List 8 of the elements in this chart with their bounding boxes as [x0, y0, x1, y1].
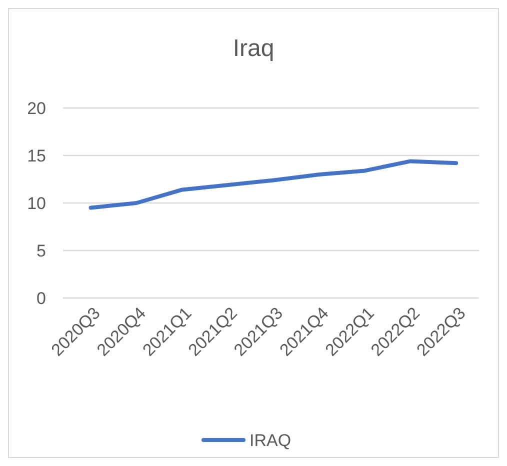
y-tick-label: 15: [27, 146, 46, 166]
y-tick-label: 10: [27, 194, 46, 213]
y-tick-label: 5: [36, 241, 46, 260]
chart-title: Iraq: [232, 35, 274, 62]
legend-label: IRAQ: [250, 430, 292, 450]
y-tick-label: 20: [27, 98, 46, 118]
y-tick-label: 0: [36, 288, 46, 308]
line-series: [88, 159, 458, 210]
